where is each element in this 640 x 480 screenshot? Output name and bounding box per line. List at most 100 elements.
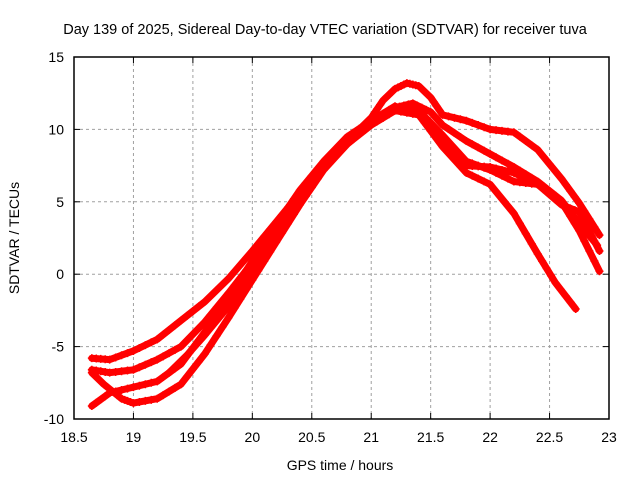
data-point	[147, 338, 156, 347]
data-point	[444, 112, 453, 121]
data-point	[521, 174, 530, 183]
x-tick-label: 20.5	[298, 429, 325, 445]
data-point	[96, 395, 105, 404]
data-point	[432, 132, 441, 141]
y-tick-label: 5	[56, 194, 64, 210]
data-point	[135, 344, 144, 353]
data-point	[444, 137, 453, 146]
data-point	[585, 227, 594, 236]
data-point	[515, 132, 524, 141]
y-tick-label: 0	[56, 266, 64, 282]
data-point	[486, 150, 495, 159]
data-point	[498, 194, 506, 203]
data-point	[117, 386, 126, 395]
data-point	[153, 377, 162, 386]
data-point	[147, 358, 156, 367]
data-point	[165, 387, 174, 396]
data-point	[141, 396, 150, 405]
data-point	[230, 304, 239, 313]
data-point	[521, 229, 530, 238]
data-point	[224, 274, 233, 283]
data-point	[230, 267, 239, 276]
data-point	[456, 115, 465, 124]
data-point	[547, 271, 556, 280]
x-tick-label: 18.5	[60, 429, 87, 445]
data-point	[177, 380, 185, 389]
data-point	[242, 275, 251, 284]
data-point	[301, 187, 310, 196]
data-point	[492, 153, 501, 162]
x-tick-label: 22	[482, 429, 498, 445]
data-point	[147, 378, 156, 387]
series-group	[87, 79, 604, 410]
data-point	[379, 113, 388, 122]
data-point	[159, 373, 168, 382]
data-point	[533, 180, 542, 189]
data-point	[367, 121, 376, 130]
data-point	[272, 231, 281, 240]
data-point	[123, 384, 132, 393]
data-point	[174, 359, 183, 368]
y-tick-labels: -10 -5 0 5 10 15	[44, 49, 64, 427]
data-point	[420, 118, 429, 127]
data-point	[343, 139, 352, 148]
data-point	[159, 391, 168, 400]
data-point	[571, 304, 580, 313]
data-point	[503, 159, 512, 168]
data-point	[557, 200, 566, 209]
data-point	[194, 324, 203, 333]
data-point	[212, 316, 221, 325]
data-point	[182, 311, 191, 320]
data-point	[456, 156, 465, 165]
data-point	[376, 100, 385, 109]
data-point	[498, 156, 506, 165]
data-point	[539, 185, 548, 194]
data-point	[575, 207, 584, 216]
data-point	[429, 97, 438, 106]
series-track-5	[165, 106, 604, 377]
data-point	[147, 395, 156, 404]
data-point	[224, 302, 233, 311]
data-point	[426, 93, 435, 102]
y-axis-label: SDTVAR / TECUs	[6, 182, 22, 294]
data-point	[165, 349, 174, 358]
data-point	[129, 346, 138, 355]
data-point	[438, 121, 447, 130]
data-point	[595, 267, 604, 276]
data-point	[141, 380, 150, 389]
data-point	[236, 284, 245, 293]
data-point	[188, 365, 197, 374]
data-point	[165, 368, 174, 377]
data-point	[200, 331, 209, 340]
data-point	[178, 355, 187, 364]
data-point	[527, 141, 536, 150]
data-point	[575, 199, 584, 208]
data-point	[212, 286, 221, 295]
data-point	[462, 136, 471, 145]
data-point	[486, 163, 495, 172]
data-point	[539, 152, 548, 161]
data-point	[468, 118, 477, 127]
data-point	[191, 341, 200, 350]
data-point	[135, 381, 144, 390]
data-point	[580, 236, 589, 245]
data-point	[361, 125, 370, 134]
data-point	[566, 298, 575, 307]
data-point	[474, 174, 483, 183]
data-point	[111, 353, 120, 362]
data-point	[527, 239, 536, 248]
x-axis-label: GPS time / hours	[287, 457, 394, 473]
data-point	[182, 336, 191, 345]
data-point	[474, 143, 483, 152]
data-point	[123, 349, 132, 358]
data-point	[515, 219, 524, 228]
data-point	[570, 219, 579, 228]
data-point	[206, 291, 215, 300]
data-point	[595, 231, 604, 240]
data-point	[194, 302, 203, 311]
data-point	[527, 177, 536, 186]
data-point	[462, 116, 471, 125]
y-tick-label: 15	[48, 49, 64, 65]
data-point	[182, 372, 191, 381]
data-point	[236, 260, 245, 269]
